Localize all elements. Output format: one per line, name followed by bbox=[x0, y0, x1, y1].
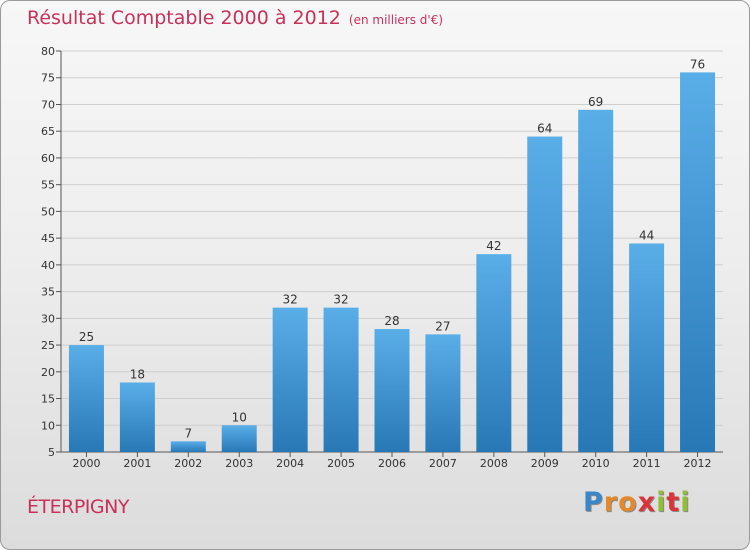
y-tick-label: 65 bbox=[41, 125, 55, 138]
y-tick-label: 45 bbox=[41, 232, 55, 245]
axes: 5 10 15 20 25 30 35 40 45 50 55 60 65 70 75 80 2000 2001 2… bbox=[41, 45, 723, 470]
bar-2002 bbox=[170, 441, 206, 452]
commune-name: ÉTERPIGNY bbox=[27, 496, 129, 518]
y-tick-label: 40 bbox=[41, 259, 55, 272]
y-tick-label: 35 bbox=[41, 286, 55, 299]
bar-value-label-2008: 42 bbox=[486, 239, 501, 253]
bar-value-label-2002: 7 bbox=[184, 426, 192, 440]
logo-letter: r bbox=[603, 487, 619, 518]
x-tick-label-2001: 2001 bbox=[123, 457, 151, 470]
chart-subtitle: (en milliers d'€) bbox=[348, 13, 444, 27]
x-tick-label-2003: 2003 bbox=[225, 457, 253, 470]
bar-value-label-2004: 32 bbox=[283, 293, 298, 307]
bar-value-label-2000: 25 bbox=[79, 330, 94, 344]
x-tick-label-2005: 2005 bbox=[327, 457, 355, 470]
x-tick-label-2000: 2000 bbox=[72, 457, 100, 470]
bar-value-label-2005: 32 bbox=[333, 293, 348, 307]
y-tick-label: 20 bbox=[41, 366, 55, 379]
bar-2011 bbox=[629, 243, 665, 452]
logo-letter: i bbox=[656, 487, 667, 518]
y-tick-label: 60 bbox=[41, 152, 55, 165]
chart-title: Résultat Comptable 2000 à 2012 (en millie… bbox=[27, 7, 443, 29]
bar-2007 bbox=[425, 334, 461, 452]
logo-letter: o bbox=[618, 487, 638, 518]
proxiti-logo: Proxiti bbox=[583, 487, 691, 518]
y-tick-label: 15 bbox=[41, 393, 55, 406]
logo-letter: t bbox=[666, 487, 681, 518]
y-tick-label: 5 bbox=[48, 446, 55, 459]
data-labels: 25 18 7 10 32 32 28 27 42 64 69 44 76 bbox=[79, 57, 705, 440]
bar-value-label-2010: 69 bbox=[588, 95, 603, 109]
bar-value-label-2006: 28 bbox=[384, 314, 399, 328]
y-tick-label: 30 bbox=[41, 312, 55, 325]
bar-2010 bbox=[578, 109, 614, 453]
logo-letter: P bbox=[583, 487, 604, 518]
bar-value-label-2003: 10 bbox=[232, 410, 247, 424]
bar-2004 bbox=[272, 307, 308, 452]
y-tick-label: 80 bbox=[41, 45, 55, 58]
y-tick-label: 25 bbox=[41, 339, 55, 352]
x-tick-label-2004: 2004 bbox=[276, 457, 304, 470]
bar-value-label-2001: 18 bbox=[130, 367, 145, 381]
bar-2009 bbox=[527, 136, 563, 452]
bar-2003 bbox=[221, 425, 257, 452]
y-tick-label: 70 bbox=[41, 98, 55, 111]
bar-2008 bbox=[476, 254, 512, 452]
bar-value-label-2011: 44 bbox=[639, 228, 654, 242]
chart-title-text: Résultat Comptable 2000 à 2012 bbox=[27, 7, 341, 29]
x-tick-label-2006: 2006 bbox=[378, 457, 406, 470]
x-tick-label-2009: 2009 bbox=[531, 457, 559, 470]
y-tick-label: 50 bbox=[41, 205, 55, 218]
y-tick-label: 75 bbox=[41, 72, 55, 85]
bar-2006 bbox=[374, 329, 410, 452]
bar-2001 bbox=[119, 382, 155, 452]
bar-value-label-2012: 76 bbox=[690, 57, 705, 71]
logo-letter: x bbox=[637, 487, 657, 518]
x-tick-label-2002: 2002 bbox=[174, 457, 202, 470]
x-tick-label-2007: 2007 bbox=[429, 457, 457, 470]
y-tick-label: 10 bbox=[41, 419, 55, 432]
bar-value-label-2009: 64 bbox=[537, 122, 552, 136]
y-tick-label: 55 bbox=[41, 179, 55, 192]
x-tick-label-2008: 2008 bbox=[480, 457, 508, 470]
bar-2005 bbox=[323, 307, 359, 452]
bar-2000 bbox=[68, 345, 104, 452]
x-tick-label-2010: 2010 bbox=[582, 457, 610, 470]
bar-2012 bbox=[680, 72, 716, 453]
bars bbox=[68, 72, 716, 453]
logo-letter: i bbox=[680, 487, 691, 518]
bar-value-label-2007: 27 bbox=[435, 319, 450, 333]
x-tick-label-2011: 2011 bbox=[633, 457, 661, 470]
x-tick-label-2012: 2012 bbox=[684, 457, 712, 470]
